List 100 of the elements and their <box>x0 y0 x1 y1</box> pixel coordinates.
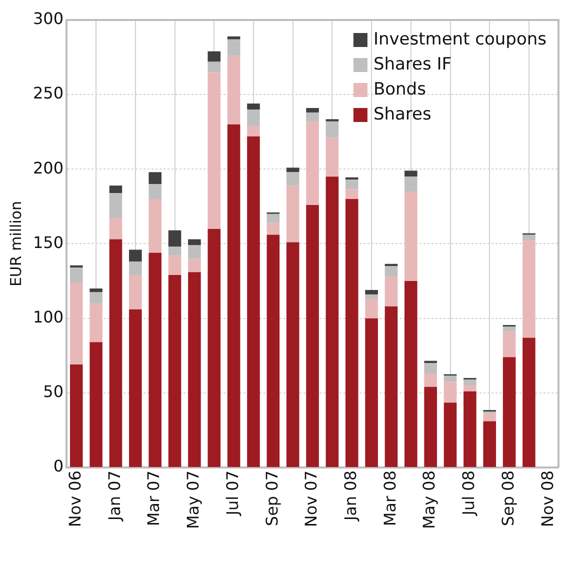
bar <box>345 177 358 180</box>
bar <box>404 170 418 177</box>
bar <box>168 230 182 247</box>
y-tick-label: 200 <box>32 158 64 178</box>
bar <box>306 112 319 122</box>
bar <box>365 294 378 299</box>
y-axis-title: EUR million <box>6 200 25 287</box>
bar <box>424 374 437 387</box>
bar <box>286 168 300 172</box>
bar <box>188 272 201 467</box>
bar <box>208 72 221 229</box>
bar <box>522 338 536 467</box>
bar <box>345 189 358 199</box>
bar <box>227 56 240 124</box>
bar <box>502 326 516 332</box>
bar <box>227 124 240 467</box>
bar <box>90 292 102 304</box>
bar <box>168 275 182 467</box>
bar <box>266 234 280 467</box>
bar <box>208 62 221 72</box>
bar <box>129 250 142 262</box>
bar <box>384 266 398 277</box>
bar <box>129 275 142 310</box>
bar <box>286 242 300 467</box>
x-tick-label: Nov 08 <box>538 470 557 528</box>
bar <box>424 386 437 467</box>
bar <box>384 276 398 306</box>
bar <box>109 218 122 240</box>
x-tick-label: Jan 07 <box>104 470 124 522</box>
bar <box>444 402 457 467</box>
bar <box>208 51 221 62</box>
bar <box>306 121 319 205</box>
bar <box>148 198 162 253</box>
bar <box>247 136 260 467</box>
x-tick-label: Nov 07 <box>302 470 321 528</box>
bar <box>208 228 221 467</box>
bar <box>247 104 260 110</box>
bar <box>109 239 122 467</box>
bar <box>129 262 142 276</box>
bar <box>464 391 476 467</box>
bar <box>90 342 102 467</box>
bar <box>188 258 201 272</box>
bar <box>129 309 142 467</box>
bar <box>168 246 182 256</box>
y-tick-label: 50 <box>43 382 64 402</box>
bar <box>483 421 496 467</box>
bar <box>464 385 476 392</box>
legend-label: Shares IF <box>373 54 452 74</box>
bar <box>70 364 83 467</box>
bar <box>90 288 102 292</box>
bar <box>148 172 162 184</box>
bar <box>365 298 378 318</box>
x-tick-label: Sep 08 <box>498 470 518 526</box>
bar <box>522 240 536 338</box>
bar <box>286 172 300 186</box>
bar <box>227 36 240 40</box>
bar <box>384 306 398 467</box>
bar <box>70 268 83 283</box>
x-tick-label: Sep 07 <box>262 470 282 526</box>
bar <box>424 363 437 374</box>
legend-label: Bonds <box>373 79 426 100</box>
bar <box>168 256 182 276</box>
x-tick-label: May 08 <box>420 470 439 530</box>
bar <box>345 180 358 190</box>
bar <box>365 290 378 294</box>
legend-label: Investment coupons <box>373 29 547 50</box>
bar <box>444 376 457 382</box>
bar <box>286 186 300 242</box>
y-tick-label: 300 <box>32 9 64 28</box>
bar <box>345 198 358 467</box>
bar <box>70 282 83 365</box>
bar <box>326 176 339 467</box>
bar <box>404 281 418 467</box>
bar <box>247 109 260 126</box>
legend-label: Shares <box>373 104 432 124</box>
x-tick-label: Mar 08 <box>380 470 400 526</box>
bar <box>109 186 122 194</box>
bar <box>404 176 418 192</box>
bar <box>306 204 319 467</box>
bar <box>306 108 319 112</box>
bar <box>502 357 516 467</box>
y-tick-label: 250 <box>32 84 64 103</box>
x-tick-label: Jul 08 <box>459 470 478 516</box>
bar <box>522 234 536 241</box>
bar <box>148 252 162 467</box>
bar <box>90 303 102 342</box>
bar <box>266 214 280 223</box>
bar <box>227 39 240 56</box>
x-tick-label: Mar 07 <box>144 470 164 526</box>
x-tick-label: Nov 06 <box>66 470 85 528</box>
bar <box>404 192 418 282</box>
bar <box>109 193 122 218</box>
x-tick-label: Jul 07 <box>222 470 242 516</box>
y-tick-label: 150 <box>32 232 64 252</box>
bar <box>424 360 437 364</box>
bar <box>70 265 83 268</box>
bar <box>247 126 260 136</box>
bar <box>326 121 339 138</box>
x-tick-label: May 07 <box>184 470 203 530</box>
bar <box>266 222 280 235</box>
